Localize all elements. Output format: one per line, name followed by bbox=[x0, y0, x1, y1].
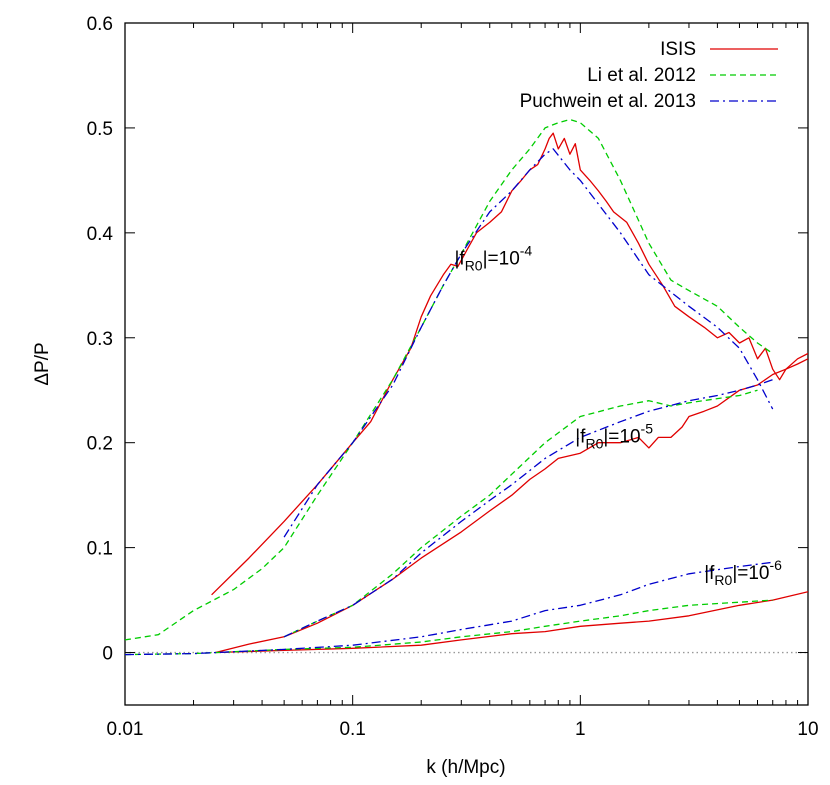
y-tick-label: 0.3 bbox=[87, 329, 113, 350]
y-tick-label: 0.2 bbox=[87, 434, 113, 455]
legend: ISIS Li et al. 2012 Puchwein et al. 2013 bbox=[520, 39, 778, 112]
x-tick-label: 1 bbox=[575, 719, 586, 740]
y-tick-label: 0.4 bbox=[87, 224, 114, 245]
y-tick-label: 0.1 bbox=[87, 539, 113, 560]
series-line-li-et-al-2012-1e-5 bbox=[283, 389, 758, 638]
series-line-isis-1e-4 bbox=[211, 132, 808, 596]
y-tick-label: 0.6 bbox=[87, 14, 113, 35]
legend-label: Puchwein et al. 2013 bbox=[520, 91, 696, 112]
x-tick-label: 10 bbox=[797, 719, 818, 740]
legend-label: ISIS bbox=[660, 39, 696, 60]
x-axis-title: k (h/Mpc) bbox=[426, 757, 505, 778]
series-line-puchwein-et-al-2013-1e-5 bbox=[283, 379, 773, 638]
tick-layer: 0.01 0.1 1 10 0 0.1 0.2 0.3 0.4 0.5 0.6 bbox=[87, 14, 819, 740]
series-layer bbox=[125, 118, 808, 656]
annotation-fr0-1e-5: |fR0|=10-5 bbox=[575, 421, 653, 452]
plot-frame bbox=[124, 22, 809, 706]
series-line-puchwein-et-al-2013-1e-4 bbox=[283, 148, 774, 538]
x-tick-label: 0.1 bbox=[339, 719, 365, 740]
legend-label: Li et al. 2012 bbox=[587, 65, 696, 86]
annotation-fr0-1e-4: |fR0|=10-4 bbox=[454, 242, 532, 273]
series-line-isis-1e-5 bbox=[215, 358, 808, 654]
y-axis-title: ΔP/P bbox=[32, 342, 53, 385]
series-line-isis-1e-6 bbox=[215, 591, 808, 654]
y-tick-label: 0 bbox=[102, 644, 113, 665]
annotation-layer: |fR0|=10-4 |fR0|=10-5 |fR0|=10-6 bbox=[454, 242, 782, 588]
y-tick-label: 0.5 bbox=[87, 119, 113, 140]
series-line-li-et-al-2012-1e-6 bbox=[125, 599, 773, 656]
series-line-puchwein-et-al-2013-1e-6 bbox=[125, 561, 773, 656]
x-tick-label: 0.01 bbox=[107, 719, 144, 740]
series-line-li-et-al-2012-1e-4 bbox=[125, 118, 774, 641]
annotation-fr0-1e-6: |fR0|=10-6 bbox=[704, 557, 782, 588]
